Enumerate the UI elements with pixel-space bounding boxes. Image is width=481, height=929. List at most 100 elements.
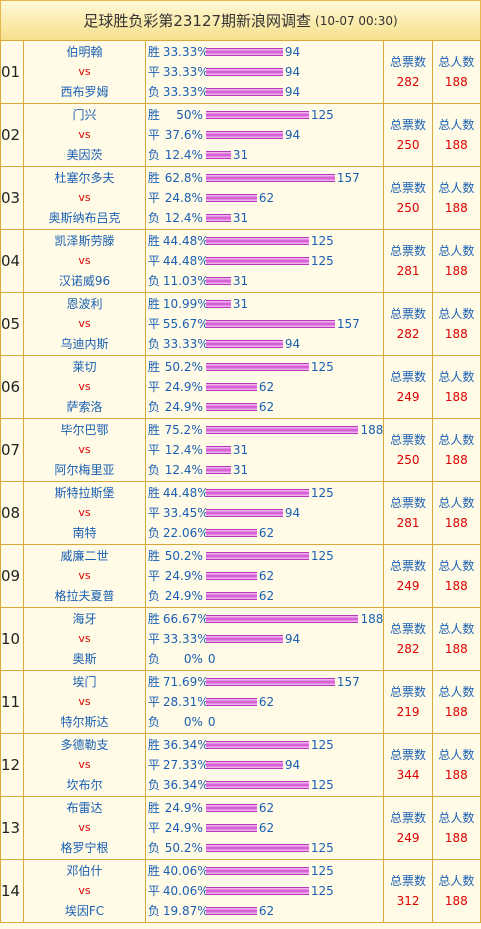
draw-percent: 12.4% — [164, 443, 203, 457]
total-votes-label: 总票数 — [390, 748, 427, 762]
lose-row: 负 12.4% 31 — [146, 460, 383, 480]
match-teams: 埃门 vs 特尔斯达 — [23, 670, 146, 734]
lose-vote-bar — [205, 529, 257, 537]
draw-percent: 24.9% — [164, 380, 203, 394]
home-team-link[interactable]: 斯特拉斯堡 — [54, 486, 115, 500]
lose-label: 负 — [147, 85, 160, 99]
lose-percent: 12.4% — [164, 463, 203, 477]
draw-row: 平 24.9% 62 — [146, 377, 383, 397]
home-team-link[interactable]: 伯明翰 — [66, 45, 103, 59]
total-people-label: 总人数 — [438, 874, 475, 888]
match-row: 04 凯泽斯劳滕 vs 汉诺威96 胜 44.48% 125 平 44.48% … — [0, 229, 481, 293]
away-team-link[interactable]: 南特 — [72, 526, 97, 540]
vote-breakdown: 胜 44.48% 125 平 44.48% 125 负 11.03% 31 — [144, 229, 385, 293]
home-team-link[interactable]: 海牙 — [72, 612, 97, 626]
total-votes-value: 249 — [396, 831, 420, 845]
lose-label: 负 — [147, 778, 160, 792]
home-team-link[interactable]: 杜塞尔多夫 — [54, 171, 115, 185]
total-votes-label: 总票数 — [390, 811, 427, 825]
match-row: 13 布雷达 vs 格罗宁根 胜 24.9% 62 平 24.9% 62 — [0, 796, 481, 860]
away-team-link[interactable]: 西布罗姆 — [60, 85, 109, 99]
match-row: 09 威廉二世 vs 格拉夫夏普 胜 50.2% 125 平 24.9% 62 — [0, 544, 481, 608]
total-people-label: 总人数 — [438, 496, 475, 510]
lose-vote-bar — [205, 466, 231, 474]
home-team-link[interactable]: 恩波利 — [66, 297, 103, 311]
away-team-link[interactable]: 阿尔梅里亚 — [54, 463, 115, 477]
win-label: 胜 — [147, 675, 160, 689]
draw-vote-bar — [205, 572, 257, 580]
lose-vote-count: 31 — [232, 274, 249, 288]
draw-label: 平 — [147, 821, 160, 835]
total-votes-value: 281 — [396, 516, 420, 530]
lose-percent: 19.87% — [162, 904, 209, 918]
draw-percent: 33.45% — [162, 506, 209, 520]
draw-vote-bar — [205, 131, 283, 139]
lose-percent: 0% — [183, 715, 203, 729]
home-team-link[interactable]: 邓伯什 — [66, 864, 103, 878]
away-team-link[interactable]: 乌迪内斯 — [60, 337, 109, 351]
total-people-cell: 总人数 188 — [431, 292, 481, 356]
draw-percent: 37.6% — [164, 128, 203, 142]
total-people-cell: 总人数 188 — [431, 103, 481, 167]
away-team-link[interactable]: 美因茨 — [66, 148, 103, 162]
home-team-link[interactable]: 凯泽斯劳滕 — [54, 234, 115, 248]
win-row: 胜 44.48% 125 — [146, 483, 383, 503]
away-team-link[interactable]: 埃因FC — [64, 904, 105, 918]
win-label: 胜 — [147, 423, 160, 437]
match-teams: 伯明翰 vs 西布罗姆 — [23, 40, 146, 104]
lose-percent: 22.06% — [162, 526, 209, 540]
away-team-link[interactable]: 格拉夫夏普 — [54, 589, 115, 603]
home-team-link[interactable]: 莱切 — [72, 360, 97, 374]
draw-label: 平 — [147, 758, 160, 772]
home-team-link[interactable]: 毕尔巴鄂 — [60, 423, 109, 437]
lose-vote-count: 0 — [207, 715, 216, 729]
match-teams: 海牙 vs 奥斯 — [23, 607, 146, 671]
match-row: 06 莱切 vs 萨索洛 胜 50.2% 125 平 24.9% 62 负 — [0, 355, 481, 419]
win-vote-count: 125 — [310, 864, 334, 878]
match-number: 13 — [0, 796, 25, 860]
draw-label: 平 — [147, 884, 160, 898]
lose-row: 负 24.9% 62 — [146, 397, 383, 417]
total-votes-cell: 总票数 249 — [383, 796, 433, 860]
draw-percent: 44.48% — [162, 254, 209, 268]
win-row: 胜 75.2% 188 — [146, 420, 383, 440]
home-team-link[interactable]: 多德勒支 — [60, 738, 109, 752]
total-people-cell: 总人数 188 — [431, 670, 481, 734]
draw-vote-bar — [205, 824, 257, 832]
away-team-link[interactable]: 奥斯 — [72, 652, 97, 666]
away-team-link[interactable]: 奥斯纳布吕克 — [48, 211, 121, 225]
win-label: 胜 — [147, 612, 160, 626]
home-team-link[interactable]: 埃门 — [72, 675, 97, 689]
vs-label: vs — [78, 65, 91, 78]
win-vote-bar — [205, 489, 309, 497]
lose-label: 负 — [147, 652, 160, 666]
draw-row: 平 24.9% 62 — [146, 566, 383, 586]
home-team-link[interactable]: 布雷达 — [66, 801, 103, 815]
win-row: 胜 50% 125 — [146, 105, 383, 125]
lose-percent: 12.4% — [164, 148, 203, 162]
match-row: 05 恩波利 vs 乌迪内斯 胜 10.99% 31 平 55.67% 157 — [0, 292, 481, 356]
away-team-link[interactable]: 特尔斯达 — [60, 715, 109, 729]
vote-breakdown: 胜 40.06% 125 平 40.06% 125 负 19.87% 62 — [144, 859, 385, 923]
home-team-link[interactable]: 威廉二世 — [60, 549, 109, 563]
home-team-link[interactable]: 门兴 — [72, 108, 97, 122]
vote-breakdown: 胜 50.2% 125 平 24.9% 62 负 24.9% 62 — [144, 544, 385, 608]
draw-row: 平 44.48% 125 — [146, 251, 383, 271]
lose-vote-bar — [205, 403, 257, 411]
vote-breakdown: 胜 24.9% 62 平 24.9% 62 负 50.2% 125 — [144, 796, 385, 860]
total-votes-cell: 总票数 219 — [383, 670, 433, 734]
win-label: 胜 — [147, 45, 160, 59]
draw-vote-bar — [205, 698, 257, 706]
away-team-link[interactable]: 坎布尔 — [66, 778, 103, 792]
total-votes-value: 249 — [396, 579, 420, 593]
win-vote-count: 157 — [336, 171, 360, 185]
win-vote-count: 125 — [310, 234, 334, 248]
win-row: 胜 24.9% 62 — [146, 798, 383, 818]
away-team-link[interactable]: 汉诺威96 — [58, 274, 111, 288]
total-people-value: 188 — [444, 894, 468, 908]
away-team-link[interactable]: 格罗宁根 — [60, 841, 109, 855]
lose-vote-bar — [205, 214, 231, 222]
away-team-link[interactable]: 萨索洛 — [66, 400, 103, 414]
total-votes-value: 282 — [396, 642, 420, 656]
win-vote-count: 188 — [360, 612, 384, 626]
